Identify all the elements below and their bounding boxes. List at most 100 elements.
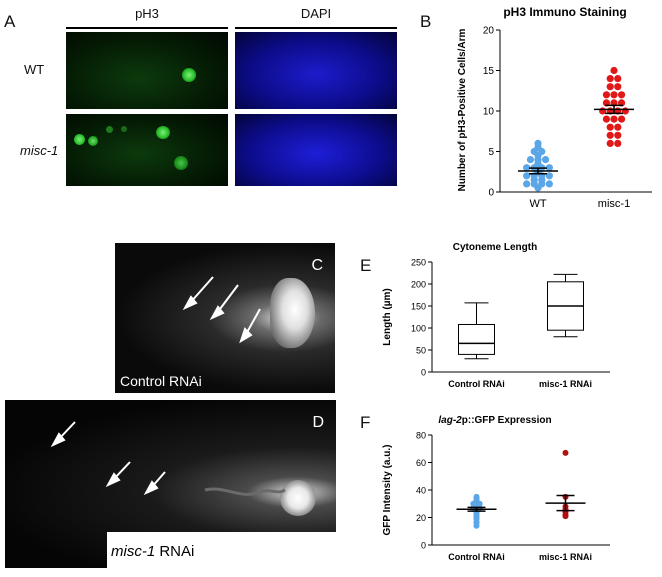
chart-b-point bbox=[545, 180, 553, 188]
ph3-wt-image bbox=[66, 32, 228, 109]
panel-letter-f: F bbox=[360, 413, 371, 432]
chart-b-point bbox=[614, 131, 622, 139]
panel-d-caption-box bbox=[107, 532, 336, 568]
panel-letter-b: B bbox=[420, 12, 432, 31]
chart-b-ylabel: Number of pH3-Positive Cells/Arm bbox=[457, 28, 468, 191]
chart-b-point bbox=[523, 172, 531, 180]
chart-b-y-tick-label: 20 bbox=[483, 26, 495, 37]
chart-f-ylabel: GFP Intensity (a.u.) bbox=[382, 445, 393, 536]
chart-f-category-label: Control RNAi bbox=[448, 552, 505, 562]
chart-f-y-tick-label: 0 bbox=[421, 541, 426, 551]
chart-f-point bbox=[562, 513, 569, 520]
col-header-dapi-bar bbox=[235, 27, 397, 29]
panel-d-caption-rest: RNAi bbox=[155, 543, 195, 560]
chart-b-category-label: misc-1 bbox=[598, 198, 630, 210]
chart-f-category-label: misc-1 RNAi bbox=[539, 552, 592, 562]
panel-c-caption: Control RNAi bbox=[120, 373, 202, 389]
arrow-head-icon bbox=[50, 432, 66, 448]
chart-e-y-tick-label: 150 bbox=[411, 302, 426, 312]
chart-e-plot: 0 50 100 150 200 250 Control RNAi misc-1 RNAi bbox=[411, 258, 610, 389]
chart-b-point bbox=[617, 91, 626, 99]
arrow-head-icon bbox=[105, 472, 121, 488]
chart-f-y-tick-label: 60 bbox=[416, 458, 426, 468]
chart-b-point bbox=[614, 139, 622, 147]
chart-b-point bbox=[602, 115, 611, 123]
chart-b-point bbox=[610, 115, 618, 123]
chart-e-category-label: misc-1 RNAi bbox=[539, 379, 592, 389]
chart-f-y-tick-label: 40 bbox=[416, 486, 426, 496]
arrow-head-icon bbox=[143, 480, 159, 496]
chart-b: pH3 Immuno Staining 0 5 10 15 20 WT misc-1 Num… bbox=[457, 5, 652, 210]
chart-b-point bbox=[617, 115, 626, 123]
chart-b-point bbox=[610, 91, 618, 99]
chart-e-y-tick-label: 200 bbox=[411, 280, 426, 290]
chart-b-plot: 0 5 10 15 20 WT misc-1 bbox=[483, 26, 652, 210]
chart-b-point bbox=[614, 123, 622, 131]
chart-b-title: pH3 Immuno Staining bbox=[503, 5, 626, 19]
chart-e-y-tick-label: 100 bbox=[411, 324, 426, 334]
col-header-dapi: DAPI bbox=[300, 6, 332, 21]
chart-e-y-tick-label: 0 bbox=[421, 368, 426, 378]
chart-f-plot: 0 20 40 60 80 Control RNAi misc-1 RNAi bbox=[416, 431, 610, 562]
chart-b-point bbox=[606, 83, 614, 91]
chart-b-point bbox=[545, 172, 553, 180]
dapi-wt-image bbox=[235, 32, 397, 109]
chart-b-point bbox=[602, 91, 611, 99]
chart-f-y-tick-label: 20 bbox=[416, 513, 426, 523]
chart-b-category-label: WT bbox=[529, 198, 546, 210]
row-label-wt: WT bbox=[24, 62, 45, 77]
chart-e-category-label: Control RNAi bbox=[448, 379, 505, 389]
panel-c-image: Control RNAi C bbox=[115, 243, 335, 393]
chart-b-point bbox=[606, 131, 614, 139]
panel-d-arrows bbox=[50, 421, 286, 496]
chart-f-point bbox=[473, 522, 480, 529]
dapi-misc1-image bbox=[235, 114, 397, 186]
chart-f-title: lag-2p::GFP Expression bbox=[438, 415, 551, 426]
arrow-icon bbox=[216, 284, 239, 314]
chart-b-point bbox=[541, 156, 550, 164]
chart-b-point bbox=[523, 180, 531, 188]
ph3-misc1-image bbox=[66, 114, 228, 186]
panel-letter-e: E bbox=[360, 256, 372, 275]
arrow-icon bbox=[189, 276, 214, 304]
panel-d-cytoneme bbox=[204, 487, 286, 496]
arrow-head-icon bbox=[239, 327, 253, 344]
chart-b-point bbox=[606, 75, 614, 83]
chart-f-title-rest: p::GFP Expression bbox=[462, 415, 552, 426]
chart-b-y-tick-label: 5 bbox=[488, 147, 494, 158]
chart-b-point bbox=[534, 184, 542, 192]
chart-b-point bbox=[526, 156, 535, 164]
chart-b-point bbox=[606, 123, 614, 131]
chart-e-title: Cytoneme Length bbox=[453, 242, 537, 253]
chart-f-y-tick-label: 80 bbox=[416, 431, 426, 441]
col-header-ph3-bar bbox=[66, 27, 228, 29]
chart-b-point bbox=[610, 66, 618, 75]
chart-e-ylabel: Length (µm) bbox=[382, 288, 393, 345]
row-label-misc1: misc-1 bbox=[20, 143, 59, 158]
panel-letter-a: A bbox=[4, 12, 16, 31]
panel-letter-d: D bbox=[312, 414, 324, 431]
chart-e-y-tick-label: 50 bbox=[416, 346, 426, 356]
chart-b-point bbox=[523, 164, 531, 172]
chart-b-point bbox=[614, 83, 622, 91]
chart-f: lag-2p::GFP Expression 0 20 40 60 80Control … bbox=[382, 415, 610, 562]
chart-b-y-tick-label: 0 bbox=[488, 188, 494, 199]
chart-b-y-tick-label: 15 bbox=[483, 66, 495, 77]
panel-d-caption-italic: misc-1 bbox=[111, 543, 156, 560]
chart-f-point bbox=[562, 449, 569, 456]
chart-b-point bbox=[606, 139, 614, 147]
chart-e-box bbox=[458, 323, 495, 355]
panel-letter-c: C bbox=[311, 257, 323, 274]
col-header-ph3: pH3 bbox=[135, 6, 159, 21]
chart-e-y-tick-label: 250 bbox=[411, 258, 426, 268]
chart-b-y-tick-label: 10 bbox=[483, 107, 495, 118]
panel-d-image: misc-1 RNAi D bbox=[5, 400, 336, 568]
chart-f-title-italic: lag-2 bbox=[438, 415, 462, 426]
arrow-head-icon bbox=[182, 295, 198, 311]
chart-e: Cytoneme Length 0 50 100 150 200 250 Control R… bbox=[382, 242, 610, 389]
chart-b-point bbox=[614, 75, 622, 83]
chart-b-point bbox=[545, 164, 553, 172]
panel-d-caption: misc-1 RNAi bbox=[111, 543, 194, 560]
panel-c-arrows bbox=[182, 276, 261, 344]
arrow-head-icon bbox=[209, 305, 225, 321]
